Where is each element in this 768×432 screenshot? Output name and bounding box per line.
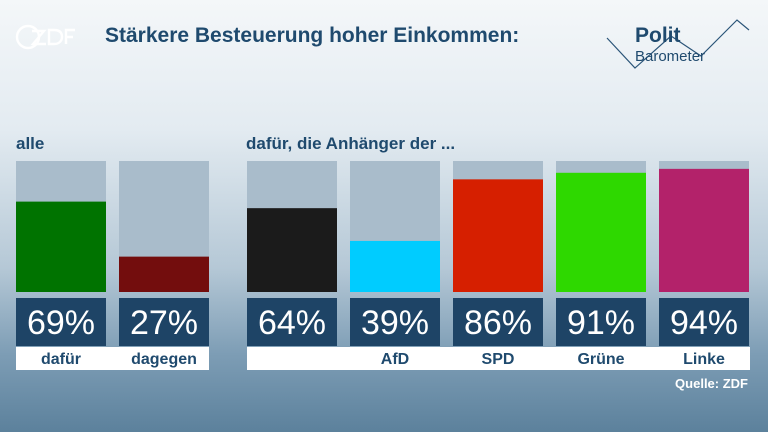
value-label: 69% [27,304,95,342]
bar [453,179,543,292]
category-label: AfD [381,351,409,368]
politbarometer-zigzag-icon [606,19,750,69]
value-box [350,298,440,346]
category-label: dafür [41,351,81,368]
bar [16,201,106,292]
value-box [247,298,337,346]
label-strip-all [16,347,209,370]
value-label: 27% [130,304,198,342]
value-label: 91% [567,304,635,342]
value-label: 94% [670,304,738,342]
bar [556,172,646,292]
brand-line2: Barometer [635,48,706,65]
group-label-all: alle [16,134,45,153]
group-label-parties: dafür, die Anhänger der ... [246,134,456,153]
value-label: 86% [464,304,532,342]
source-note: Quelle: ZDF [675,376,748,391]
politbarometer-logo: Polit Barometer [605,12,755,76]
value-label: 39% [361,304,429,342]
value-box [556,298,646,346]
zdf-logo [15,24,75,50]
value-box [453,298,543,346]
bar [247,208,337,292]
bar [350,240,440,292]
category-label: SPD [482,351,515,368]
value-box [659,298,749,346]
value-label: 64% [258,304,326,342]
category-label: dagegen [131,351,197,368]
brand-line1: Polit [635,24,681,47]
label-strip-parties [247,347,750,370]
chart-title: Stärkere Besteuerung hoher Einkommen: [105,24,520,47]
bar [659,168,749,292]
category-label: Linke [683,351,725,368]
value-box [119,298,209,346]
bar [119,256,209,292]
value-box [16,298,106,346]
category-label: Grüne [577,351,624,368]
